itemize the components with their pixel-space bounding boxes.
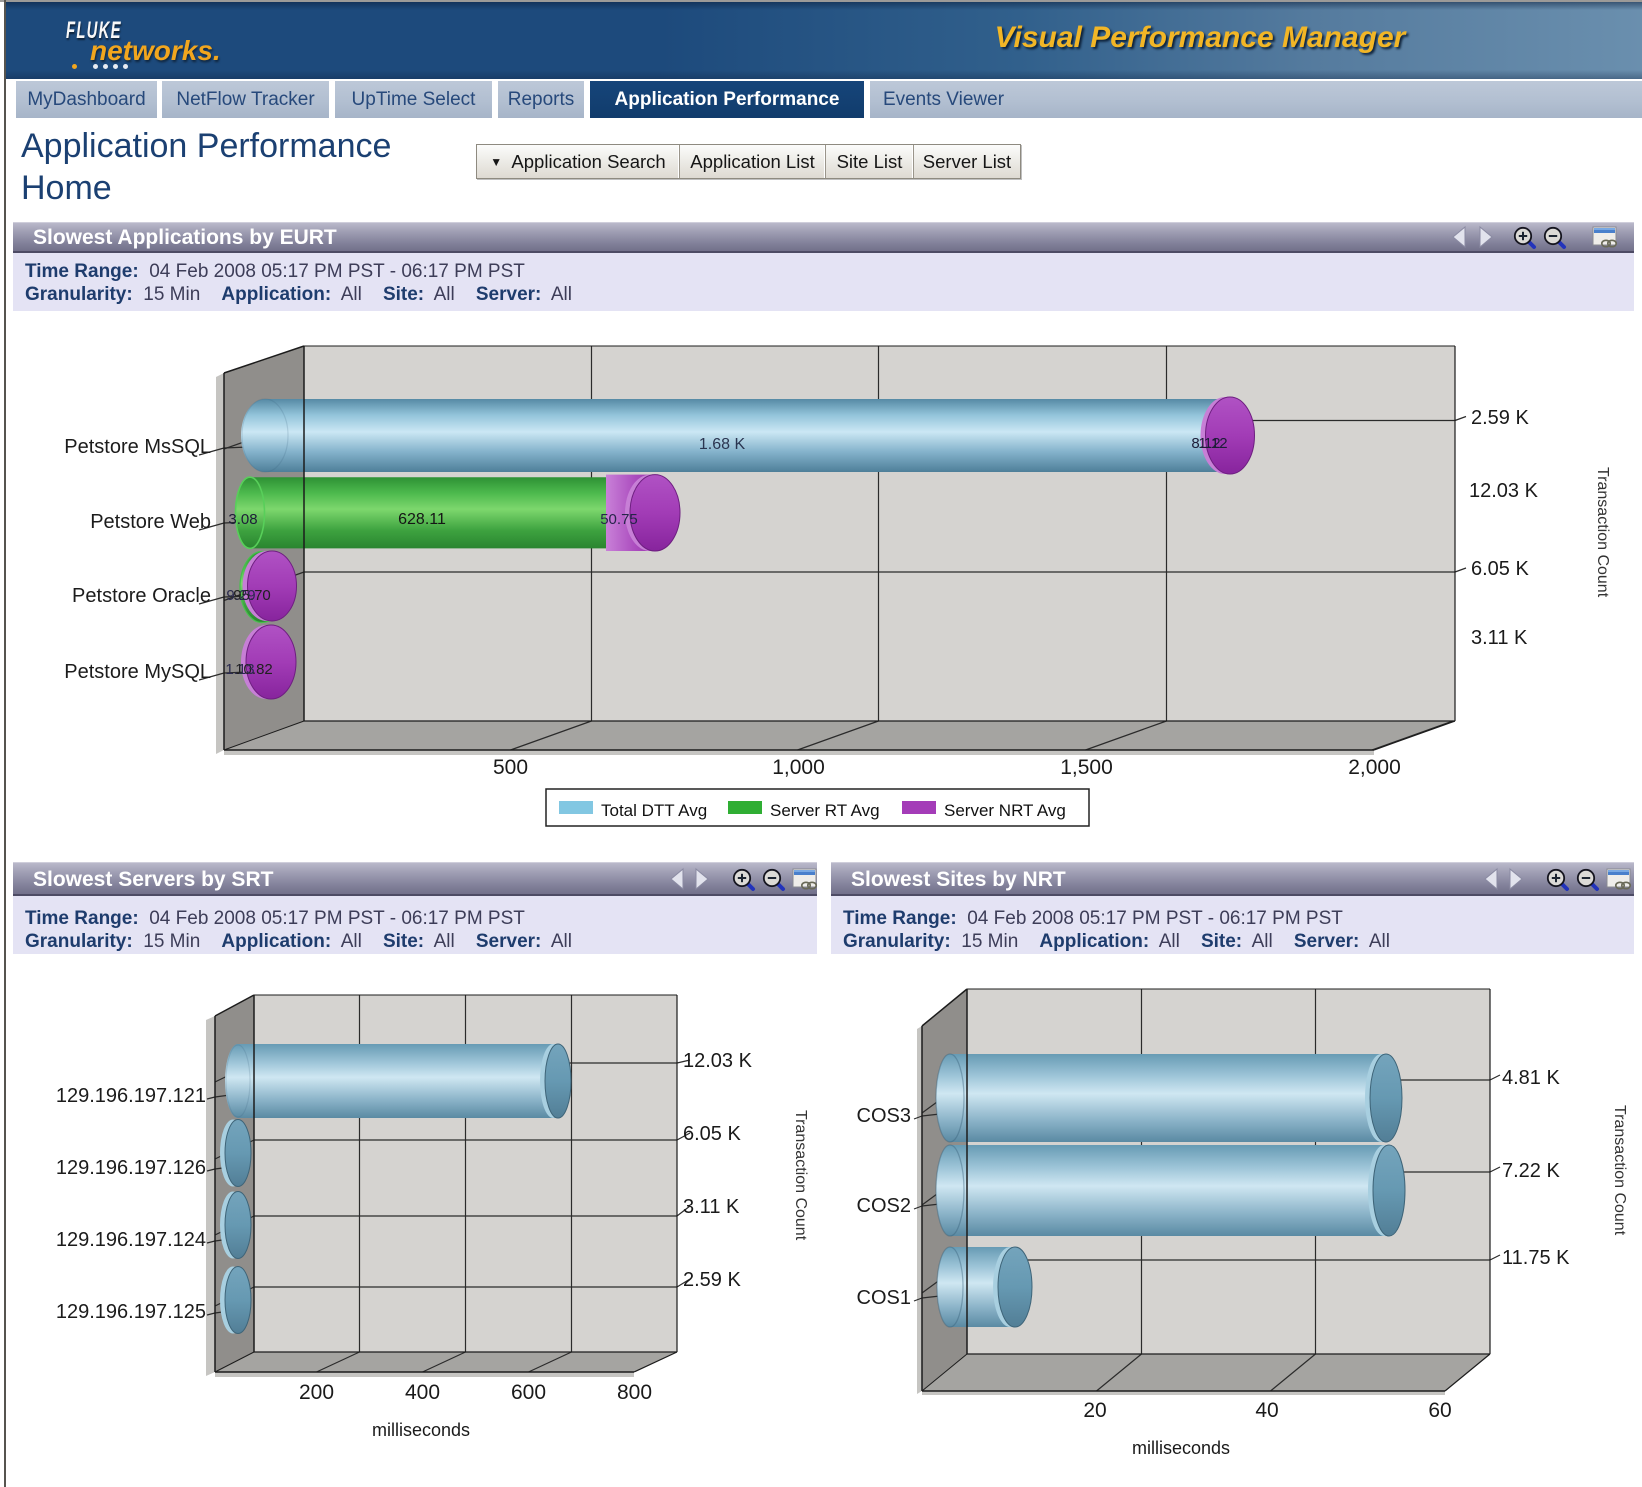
svg-text:628.11: 628.11 (398, 511, 446, 528)
svg-text:COS3: COS3 (857, 1105, 911, 1127)
svg-text:3.11 K: 3.11 K (683, 1196, 740, 1218)
svg-text:1.68 K: 1.68 K (699, 436, 746, 453)
svg-text:milliseconds: milliseconds (372, 1420, 470, 1440)
svg-text:1,500: 1,500 (1060, 756, 1113, 779)
svg-text:129.196.197.125: 129.196.197.125 (56, 1301, 206, 1323)
svg-text:Server NRT Avg: Server NRT Avg (944, 801, 1066, 820)
svg-text:2,000: 2,000 (1348, 756, 1401, 779)
svg-text:500: 500 (493, 756, 528, 779)
svg-text:2.59 K: 2.59 K (1471, 407, 1529, 429)
svg-text:40: 40 (1255, 1399, 1278, 1422)
svg-text:Total DTT Avg: Total DTT Avg (601, 801, 707, 820)
svg-text:12.03 K: 12.03 K (683, 1050, 753, 1072)
svg-text:10.82: 10.82 (235, 661, 273, 678)
svg-text:1.13: 1.13 (225, 661, 254, 678)
svg-text:60: 60 (1428, 1399, 1451, 1422)
svg-text:129.196.197.126: 129.196.197.126 (56, 1157, 206, 1179)
svg-text:4.81 K: 4.81 K (1502, 1067, 1560, 1089)
svg-text:Petstore MySQL: Petstore MySQL (64, 661, 211, 683)
svg-text:800: 800 (617, 1381, 652, 1404)
svg-text:129.196.197.124: 129.196.197.124 (56, 1229, 206, 1251)
svg-text:Transaction Count: Transaction Count (1611, 1105, 1628, 1236)
svg-text:2.59 K: 2.59 K (683, 1269, 741, 1291)
svg-text:11.75 K: 11.75 K (1502, 1247, 1570, 1269)
svg-text:6.05 K: 6.05 K (1471, 558, 1529, 580)
svg-text:COS2: COS2 (857, 1195, 911, 1217)
svg-text:600: 600 (511, 1381, 546, 1404)
svg-text:1.12: 1.12 (1198, 435, 1227, 452)
svg-text:50.75: 50.75 (600, 511, 638, 528)
svg-text:Server RT Avg: Server RT Avg (770, 801, 880, 820)
svg-text:400: 400 (405, 1381, 440, 1404)
svg-text:Transaction Count: Transaction Count (1594, 467, 1611, 598)
svg-text:1,000: 1,000 (772, 756, 825, 779)
svg-text:129.196.197.121: 129.196.197.121 (56, 1085, 206, 1107)
svg-text:Petstore Oracle: Petstore Oracle (72, 585, 211, 607)
svg-text:COS1: COS1 (857, 1287, 911, 1309)
svg-text:20: 20 (1083, 1399, 1106, 1422)
svg-text:8.12: 8.12 (1191, 435, 1220, 452)
svg-text:3.08: 3.08 (228, 511, 257, 528)
svg-text:3.11 K: 3.11 K (1471, 627, 1528, 649)
svg-text:milliseconds: milliseconds (1132, 1438, 1230, 1458)
svg-text:Petstore Web: Petstore Web (90, 511, 211, 533)
svg-text:200: 200 (299, 1381, 334, 1404)
svg-text:12.03 K: 12.03 K (1469, 480, 1539, 502)
svg-text:Petstore MsSQL: Petstore MsSQL (64, 436, 211, 458)
svg-text:95.70: 95.70 (233, 587, 271, 604)
svg-text:Transaction Count: Transaction Count (792, 1110, 809, 1241)
svg-text:6.05 K: 6.05 K (683, 1123, 741, 1145)
svg-text:7.22 K: 7.22 K (1502, 1160, 1560, 1182)
svg-text:9.29: 9.29 (226, 587, 255, 604)
